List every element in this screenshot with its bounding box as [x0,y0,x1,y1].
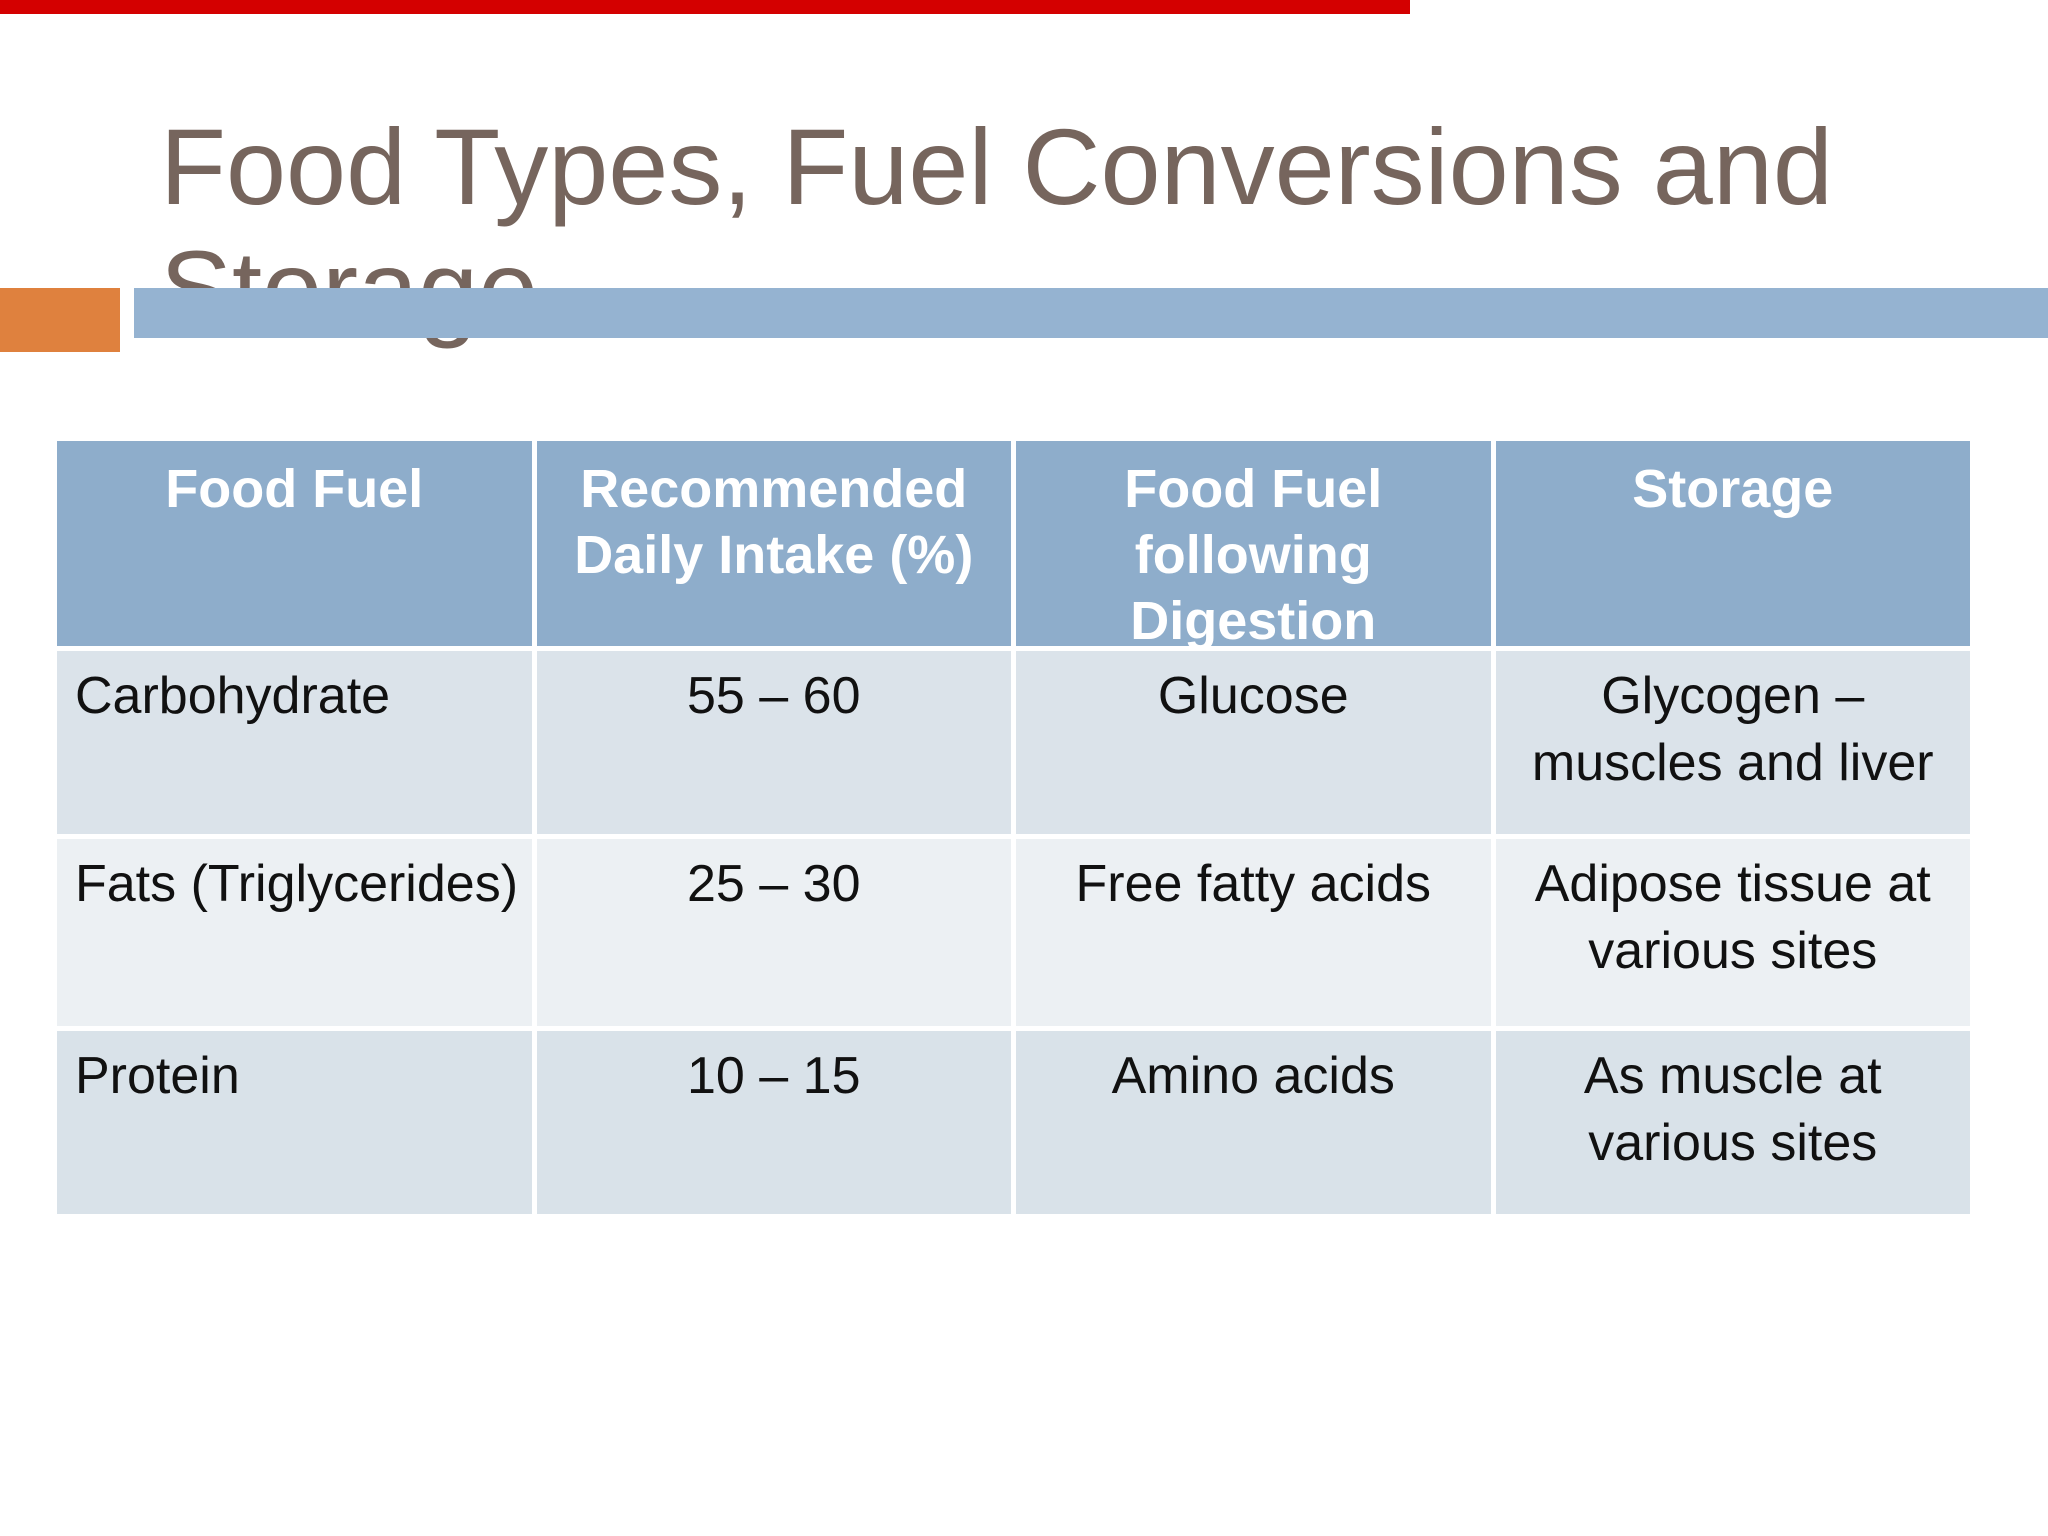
cell-carbohydrate-fuel: Glucose [1016,651,1491,834]
cell-protein-fuel: Amino acids [1016,1031,1491,1214]
food-fuel-table: Food Fuel Recommended Daily Intake (%) F… [57,441,1970,1214]
cell-protein-intake: 10 – 15 [536,1031,1011,1214]
cell-fats-name: Fats (Triglycerides) [57,839,532,1026]
cell-fats-storage: Adipose tissue at various sites [1495,839,1970,1026]
title-underline-bar [134,288,2048,338]
cell-fats-intake: 25 – 30 [536,839,1011,1026]
top-red-bar [0,0,1410,14]
header-cell-food-fuel-following-digestion: Food Fuel following Digestion [1016,441,1491,651]
header-cell-recommended-daily-intake: Recommended Daily Intake (%) [536,441,1011,646]
cell-carbohydrate-intake: 55 – 60 [536,651,1011,834]
cell-protein-name: Protein [57,1031,532,1214]
cell-carbohydrate-storage: Glycogen – muscles and liver [1495,651,1970,834]
cell-fats-fuel: Free fatty acids [1016,839,1491,1026]
header-cell-storage: Storage [1495,441,1970,646]
cell-carbohydrate-name: Carbohydrate [57,651,532,834]
header-cell-food-fuel: Food Fuel [57,441,532,646]
accent-orange-block [0,288,120,352]
cell-protein-storage: As muscle at various sites [1495,1031,1970,1214]
